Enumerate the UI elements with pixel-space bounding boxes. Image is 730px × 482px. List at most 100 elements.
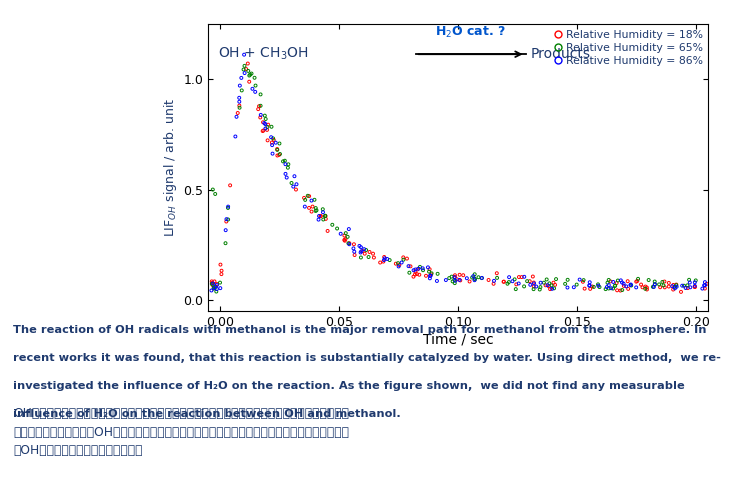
Point	[656, 278, 668, 286]
Point	[420, 272, 432, 280]
Point	[209, 278, 220, 285]
Point	[683, 276, 695, 284]
Point	[559, 280, 571, 288]
Point	[231, 113, 242, 120]
Point	[339, 236, 350, 244]
Point	[690, 277, 702, 284]
Point	[367, 250, 379, 257]
Point	[577, 278, 589, 286]
Point	[631, 277, 643, 285]
Point	[449, 273, 461, 281]
Point	[699, 285, 711, 293]
Point	[584, 279, 596, 286]
Point	[339, 237, 350, 244]
Point	[689, 279, 701, 286]
Point	[528, 279, 539, 286]
Point	[331, 225, 343, 232]
Point	[272, 152, 283, 160]
Point	[335, 230, 347, 238]
Point	[270, 139, 282, 147]
Point	[208, 285, 220, 293]
Point	[649, 278, 661, 285]
Point	[215, 267, 227, 275]
Point	[318, 215, 329, 223]
Point	[615, 277, 626, 284]
Point	[291, 180, 302, 188]
Point	[689, 283, 701, 291]
Point	[545, 281, 557, 289]
Point	[620, 282, 632, 290]
Point	[449, 271, 461, 279]
Point	[615, 287, 626, 295]
Point	[622, 277, 634, 285]
Point	[528, 285, 539, 293]
Point	[701, 280, 712, 288]
Point	[272, 146, 283, 154]
Point	[562, 276, 574, 284]
Point	[483, 276, 494, 284]
Point	[548, 284, 560, 292]
Point	[631, 278, 642, 285]
Point	[262, 136, 274, 144]
Point	[424, 274, 436, 282]
Point	[374, 259, 386, 267]
Point	[469, 276, 481, 283]
Point	[207, 280, 219, 287]
Point	[413, 271, 425, 279]
Point	[670, 281, 682, 288]
Point	[206, 287, 218, 295]
Point	[689, 283, 701, 291]
Point	[356, 248, 367, 255]
Point	[282, 164, 293, 172]
Point	[632, 275, 644, 283]
Point	[588, 283, 599, 291]
Point	[206, 278, 218, 285]
Point	[288, 183, 299, 190]
Point	[358, 245, 370, 253]
Point	[243, 78, 255, 86]
Point	[472, 273, 484, 281]
Point	[410, 266, 421, 273]
Point	[211, 285, 223, 293]
Point	[408, 267, 420, 274]
Point	[616, 286, 628, 294]
Point	[290, 186, 301, 193]
Point	[469, 276, 480, 284]
Point	[425, 272, 437, 280]
Point	[255, 91, 266, 98]
Point	[637, 283, 648, 291]
Text: investigated the influence of H₂O on the reaction. As the figure shown,  we did : investigated the influence of H₂O on the…	[13, 381, 685, 391]
Point	[502, 280, 513, 288]
Point	[618, 282, 630, 290]
Point	[600, 285, 612, 293]
Point	[414, 263, 426, 271]
Point	[412, 266, 423, 273]
Point	[238, 51, 250, 58]
Point	[299, 194, 310, 202]
Point	[348, 248, 360, 255]
Point	[498, 278, 510, 286]
Point	[648, 283, 660, 291]
Point	[315, 212, 326, 220]
Point	[518, 282, 530, 290]
Point	[234, 102, 245, 109]
Point	[531, 282, 542, 290]
Text: OH自由基與甲醇的反應是移除大氣中的甲醇的主要途徑。近期的研究指出，該反應具有顯著的水催化
效應。我們藉由直接測量OH自由基的訊號，重新檢驗此催化效應。如圖所示: OH自由基與甲醇的反應是移除大氣中的甲醇的主要途徑。近期的研究指出，該反應具有顯…	[13, 407, 349, 457]
Point	[545, 285, 556, 293]
Point	[423, 268, 435, 276]
Point	[524, 277, 536, 285]
Point	[424, 272, 436, 280]
Point	[680, 284, 691, 292]
Point	[544, 280, 556, 287]
Point	[398, 256, 410, 264]
Point	[431, 270, 443, 278]
Point	[206, 279, 218, 287]
Point	[658, 278, 670, 285]
Point	[249, 74, 261, 81]
Point	[349, 251, 361, 259]
Point	[220, 215, 232, 223]
Point	[422, 264, 434, 271]
Point	[609, 282, 620, 290]
Point	[310, 204, 322, 212]
Point	[670, 281, 682, 289]
